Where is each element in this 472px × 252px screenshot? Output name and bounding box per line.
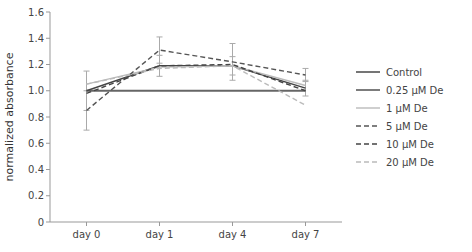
x-tick xyxy=(305,222,306,226)
y-tick xyxy=(46,12,50,13)
series-line xyxy=(87,66,306,105)
legend-swatch xyxy=(356,71,380,73)
x-tick xyxy=(159,222,160,226)
y-tick-label: 0.2 xyxy=(28,190,44,201)
legend-label: 0.25 μM De xyxy=(386,85,443,96)
error-bars xyxy=(84,37,309,130)
legend-swatch xyxy=(356,125,380,126)
y-tick-label: 1.6 xyxy=(28,7,44,18)
y-tick-label: 0.8 xyxy=(28,112,44,123)
series-line xyxy=(87,65,306,94)
y-tick-label: 1.4 xyxy=(28,33,44,44)
x-tick-label: day 1 xyxy=(146,229,174,240)
y-tick xyxy=(46,169,50,170)
x-axis-line xyxy=(50,222,342,223)
y-tick xyxy=(46,117,50,118)
y-tick xyxy=(46,64,50,65)
y-tick xyxy=(46,38,50,39)
series-line xyxy=(87,90,306,92)
y-axis-label: normalized absorbance xyxy=(3,52,16,181)
x-tick-label: day 7 xyxy=(292,229,320,240)
legend-swatch xyxy=(356,89,380,90)
y-axis-line xyxy=(50,12,51,222)
x-tick xyxy=(86,222,87,226)
x-tick-label: day 0 xyxy=(73,229,101,240)
legend-swatch xyxy=(356,143,380,144)
y-tick-label: 1.0 xyxy=(28,85,44,96)
legend-label: Control xyxy=(386,67,422,78)
y-axis: 0 0.2 0.4 0.6 0.8 1.0 1.2 1.4 1.6 xyxy=(28,7,50,228)
legend-label: 20 μM De xyxy=(386,157,434,168)
y-tick xyxy=(46,195,50,196)
chart: 0 0.2 0.4 0.6 0.8 1.0 1.2 1.4 1.6 normalized abso… xyxy=(0,0,472,252)
y-tick-label: 0.4 xyxy=(28,164,44,175)
legend-swatch xyxy=(356,107,380,108)
x-tick-label: day 4 xyxy=(219,229,247,240)
y-tick-label: 0.6 xyxy=(28,138,44,149)
y-tick-label: 1.2 xyxy=(28,59,44,70)
plot-area xyxy=(84,37,309,130)
legend: Control 0.25 μM De 1 μM De 5 μM De 10 μM De 2… xyxy=(356,67,443,168)
legend-label: 5 μM De xyxy=(386,121,428,132)
y-tick xyxy=(46,143,50,144)
x-axis: day 0 day 1 day 4 day 7 xyxy=(50,222,342,240)
y-tick xyxy=(46,90,50,91)
legend-label: 1 μM De xyxy=(386,103,428,114)
legend-swatch xyxy=(356,161,380,162)
series-line xyxy=(87,50,306,110)
y-tick xyxy=(46,222,50,223)
lines xyxy=(87,50,306,110)
legend-label: 10 μM De xyxy=(386,139,434,150)
y-tick-label: 0 xyxy=(38,217,44,228)
x-tick xyxy=(232,222,233,226)
